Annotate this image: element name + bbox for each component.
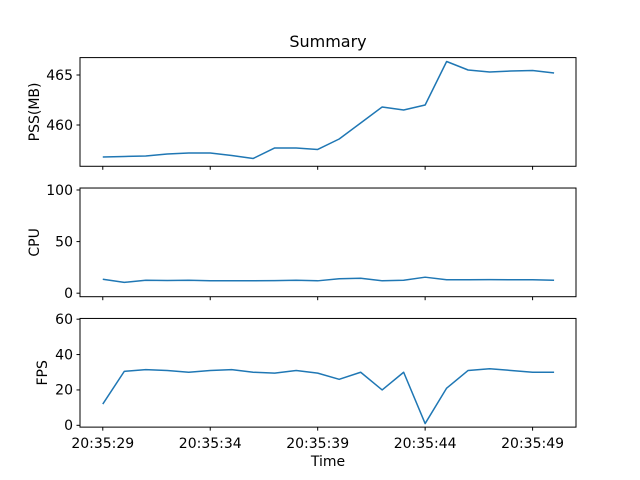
y-tick-label: 0	[64, 418, 73, 434]
y-tick-label: 20	[55, 383, 73, 399]
y-tick-label: 460	[46, 118, 73, 134]
x-tick-label: 20:35:39	[286, 436, 349, 452]
y-tick-label: 50	[55, 234, 73, 250]
y-tick-label: 465	[46, 68, 73, 84]
x-axis-label: Time	[310, 454, 345, 470]
y-tick-label: 40	[55, 347, 73, 363]
fps-axis-label: FPS	[35, 360, 51, 385]
y-tick-label: 100	[46, 183, 73, 199]
cpu-axis-label: CPU	[27, 228, 43, 256]
x-tick-label: 20:35:29	[71, 436, 134, 452]
y-tick-label: 0	[64, 286, 73, 302]
pss-subplot: 460 465	[46, 57, 577, 170]
x-tick-label: 20:35:34	[179, 436, 242, 452]
axes-frame	[79, 187, 577, 298]
y-tick-label: 60	[55, 312, 73, 328]
x-tick-label: 20:35:49	[501, 436, 564, 452]
axes-frame	[79, 57, 577, 167]
axes-frame	[79, 317, 577, 428]
chart-title: Summary	[289, 32, 366, 51]
pss-line	[102, 60, 555, 160]
fps-subplot: 20:35:29 20:35:34 20:35:39 20:35:44 20:35:49…	[55, 312, 577, 452]
cpu-line	[102, 276, 555, 284]
x-tick-label: 20:35:44	[394, 436, 457, 452]
pss-axis-label: PSS(MB)	[27, 82, 43, 141]
cpu-subplot: 0 50 100	[46, 183, 577, 302]
fps-line	[102, 367, 555, 425]
